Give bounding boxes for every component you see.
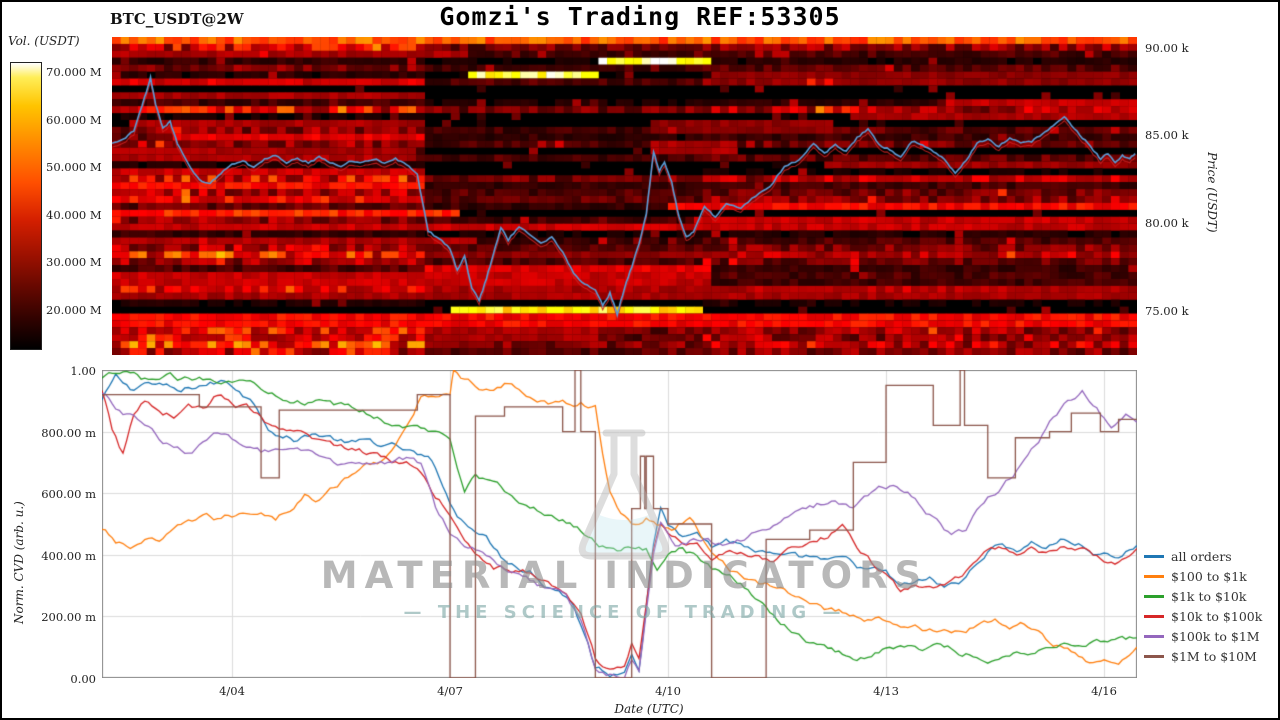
- colorbar-tick: 50.000 M: [46, 160, 102, 174]
- legend-line-swatch: [1144, 635, 1164, 638]
- price-tick: 85.00 k: [1145, 128, 1189, 142]
- colorbar-tick: 60.000 M: [46, 113, 102, 127]
- symbol-label: BTC_USDT@2W: [110, 10, 244, 28]
- price-axis-title: Price (USDT): [1205, 152, 1219, 233]
- legend-label: $100k to $1M: [1171, 629, 1260, 644]
- legend-item: all orders: [1144, 549, 1262, 564]
- price-tick: 90.00 k: [1145, 41, 1189, 55]
- legend-item: $1k to $10k: [1144, 589, 1262, 604]
- price-tick: 80.00 k: [1145, 216, 1189, 230]
- cvd-x-axis-title: Date (UTC): [614, 702, 684, 716]
- page-title: Gomzi's Trading REF:53305: [439, 2, 841, 31]
- cvd-x-tick: 4/16: [1091, 684, 1117, 698]
- volume-colorbar: [10, 62, 42, 350]
- legend-line-swatch: [1144, 555, 1164, 558]
- colorbar-tick: 40.000 M: [46, 208, 102, 222]
- legend-line-swatch: [1144, 615, 1164, 618]
- cvd-y-tick: 200.00 m: [41, 610, 96, 624]
- legend-item: $100k to $1M: [1144, 629, 1262, 644]
- cvd-x-tick: 4/13: [873, 684, 899, 698]
- price-tick: 75.00 k: [1145, 304, 1189, 318]
- colorbar-title: Vol. (USDT): [8, 34, 80, 48]
- legend-line-swatch: [1144, 595, 1164, 598]
- legend-line-swatch: [1144, 575, 1164, 578]
- legend-item: $1M to $10M: [1144, 649, 1262, 664]
- cvd-y-tick: 800.00 m: [41, 426, 96, 440]
- cvd-y-tick: 1.00: [70, 364, 96, 378]
- cvd-y-tick: 600.00 m: [41, 487, 96, 501]
- cvd-x-tick: 4/04: [219, 684, 245, 698]
- liquidity-heatmap-canvas: [112, 37, 1137, 355]
- cvd-line-chart-canvas: [102, 370, 1137, 678]
- cvd-y-tick: 400.00 m: [41, 549, 96, 563]
- legend-label: $1k to $10k: [1171, 589, 1247, 604]
- legend-label: $1M to $10M: [1171, 649, 1257, 664]
- colorbar-tick: 30.000 M: [46, 255, 102, 269]
- legend: all orders $100 to $1k $1k to $10k $10k …: [1144, 549, 1263, 664]
- cvd-y-axis-title: Norm. CVD (arb. u.): [12, 501, 26, 624]
- legend-label: $100 to $1k: [1171, 569, 1247, 584]
- legend-item: $10k to $100k: [1144, 609, 1263, 624]
- colorbar-tick: 70.000 M: [46, 65, 102, 79]
- legend-line-swatch: [1144, 655, 1164, 658]
- cvd-x-tick: 4/10: [655, 684, 681, 698]
- legend-label: all orders: [1171, 549, 1232, 564]
- legend-item: $100 to $1k: [1144, 569, 1262, 584]
- cvd-y-tick: 0.00: [70, 672, 96, 686]
- cvd-x-tick: 4/07: [437, 684, 463, 698]
- legend-label: $10k to $100k: [1171, 609, 1263, 624]
- colorbar-tick: 20.000 M: [46, 303, 102, 317]
